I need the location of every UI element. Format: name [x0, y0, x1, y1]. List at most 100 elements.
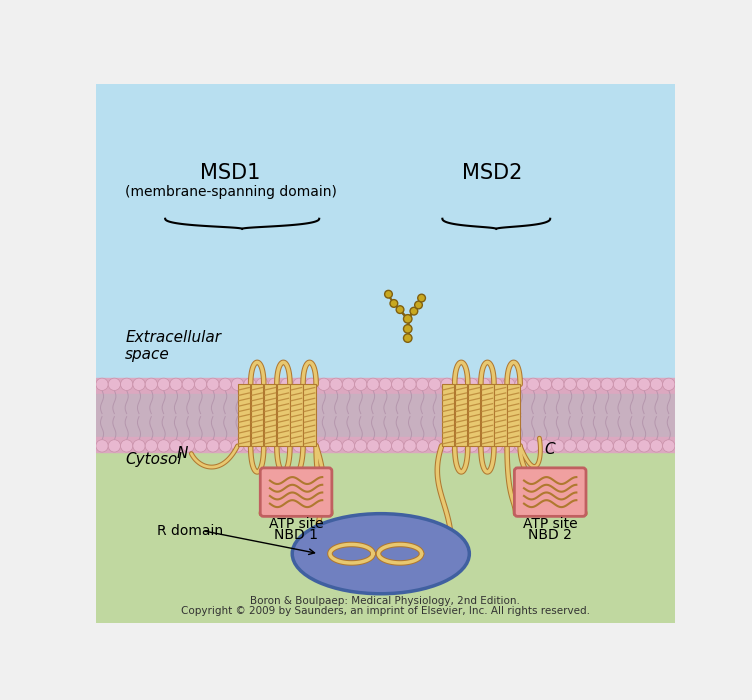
- Circle shape: [589, 378, 601, 391]
- Circle shape: [539, 378, 552, 391]
- Circle shape: [133, 378, 145, 391]
- Circle shape: [396, 306, 404, 314]
- Circle shape: [502, 440, 515, 452]
- Circle shape: [515, 378, 527, 391]
- Text: (membrane-spanning domain): (membrane-spanning domain): [125, 185, 337, 199]
- Circle shape: [478, 440, 490, 452]
- Circle shape: [663, 378, 675, 391]
- Circle shape: [256, 440, 268, 452]
- Text: C: C: [544, 442, 555, 457]
- Bar: [96, 437, 675, 452]
- Text: MSD2: MSD2: [462, 162, 523, 183]
- Circle shape: [614, 440, 626, 452]
- Circle shape: [195, 378, 207, 391]
- FancyBboxPatch shape: [468, 384, 481, 446]
- Circle shape: [182, 378, 195, 391]
- Circle shape: [256, 378, 268, 391]
- Circle shape: [390, 300, 398, 307]
- Circle shape: [384, 290, 393, 298]
- Circle shape: [515, 440, 527, 452]
- Circle shape: [330, 440, 342, 452]
- Circle shape: [429, 440, 441, 452]
- Text: ATP site: ATP site: [268, 517, 323, 531]
- Circle shape: [157, 378, 170, 391]
- Circle shape: [219, 378, 232, 391]
- Bar: [96, 84, 675, 384]
- Circle shape: [392, 378, 404, 391]
- Circle shape: [418, 294, 426, 302]
- Circle shape: [268, 378, 280, 391]
- Circle shape: [355, 378, 367, 391]
- Circle shape: [305, 378, 317, 391]
- Circle shape: [614, 378, 626, 391]
- FancyBboxPatch shape: [264, 384, 277, 446]
- Circle shape: [552, 440, 564, 452]
- Circle shape: [552, 378, 564, 391]
- Circle shape: [96, 440, 108, 452]
- Text: MSD1: MSD1: [201, 162, 261, 183]
- Circle shape: [207, 378, 219, 391]
- Bar: [96, 384, 675, 623]
- Circle shape: [527, 378, 539, 391]
- Circle shape: [367, 440, 379, 452]
- Circle shape: [453, 440, 465, 452]
- Circle shape: [663, 440, 675, 452]
- Bar: [96, 393, 675, 437]
- Circle shape: [626, 440, 638, 452]
- Circle shape: [120, 378, 133, 391]
- Circle shape: [244, 378, 256, 391]
- Circle shape: [280, 440, 293, 452]
- Circle shape: [379, 440, 392, 452]
- FancyBboxPatch shape: [455, 384, 468, 446]
- Circle shape: [145, 440, 157, 452]
- FancyBboxPatch shape: [508, 384, 520, 446]
- Circle shape: [638, 378, 650, 391]
- Circle shape: [404, 334, 412, 342]
- Circle shape: [416, 440, 429, 452]
- Circle shape: [379, 378, 392, 391]
- Circle shape: [465, 378, 478, 391]
- Circle shape: [342, 378, 355, 391]
- FancyBboxPatch shape: [260, 468, 332, 517]
- Circle shape: [527, 440, 539, 452]
- Circle shape: [305, 440, 317, 452]
- Text: ATP site: ATP site: [523, 517, 578, 531]
- Circle shape: [232, 440, 244, 452]
- Circle shape: [96, 378, 108, 391]
- Circle shape: [244, 440, 256, 452]
- FancyBboxPatch shape: [238, 384, 250, 446]
- Circle shape: [108, 440, 120, 452]
- Circle shape: [355, 440, 367, 452]
- Circle shape: [145, 378, 157, 391]
- Circle shape: [195, 440, 207, 452]
- Circle shape: [280, 378, 293, 391]
- FancyBboxPatch shape: [277, 384, 290, 446]
- Text: Copyright © 2009 by Saunders, an imprint of Elsevier, Inc. All rights reserved.: Copyright © 2009 by Saunders, an imprint…: [181, 606, 590, 617]
- Circle shape: [626, 378, 638, 391]
- Circle shape: [564, 440, 576, 452]
- Circle shape: [232, 378, 244, 391]
- Circle shape: [182, 440, 195, 452]
- Ellipse shape: [293, 514, 469, 594]
- Text: Cytosol: Cytosol: [125, 452, 182, 468]
- Circle shape: [416, 378, 429, 391]
- FancyBboxPatch shape: [303, 384, 316, 446]
- Bar: [96, 378, 675, 393]
- Circle shape: [317, 378, 330, 391]
- Circle shape: [404, 325, 412, 333]
- Circle shape: [539, 440, 552, 452]
- Circle shape: [157, 440, 170, 452]
- Circle shape: [414, 301, 423, 309]
- Circle shape: [293, 440, 305, 452]
- FancyBboxPatch shape: [514, 468, 586, 517]
- Text: R domain: R domain: [157, 524, 223, 538]
- Circle shape: [367, 378, 379, 391]
- Circle shape: [441, 378, 453, 391]
- Text: Boron & Boulpaep: Medical Physiology, 2nd Edition.: Boron & Boulpaep: Medical Physiology, 2n…: [250, 596, 520, 606]
- Text: Extracellular
space: Extracellular space: [125, 330, 221, 362]
- Circle shape: [453, 378, 465, 391]
- FancyBboxPatch shape: [442, 384, 454, 446]
- Circle shape: [576, 378, 589, 391]
- Circle shape: [404, 378, 416, 391]
- Circle shape: [170, 378, 182, 391]
